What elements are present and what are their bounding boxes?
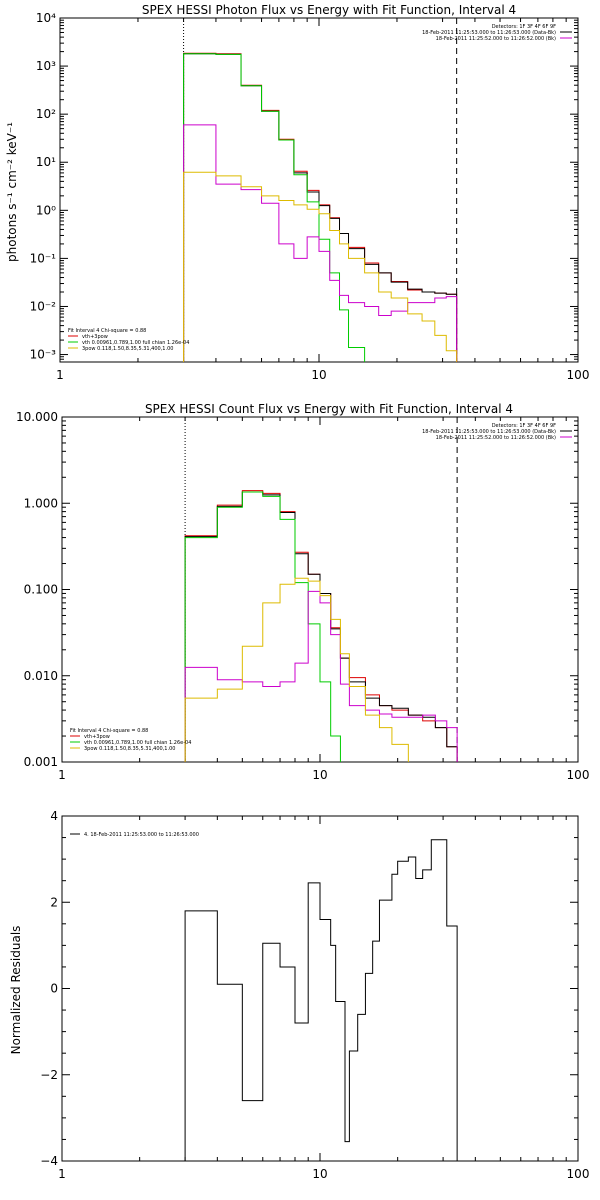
series-line xyxy=(184,577,409,762)
legend-entry: 18-Feb-2011 11:25:53.000 to 11:26:53.000… xyxy=(422,429,556,435)
x-tick-label: 10 xyxy=(312,1167,327,1181)
y-tick-label: 0 xyxy=(50,982,58,996)
y-tick-label: 10.000 xyxy=(16,410,58,424)
legend-entry: 3pow 0.118,1.50,8.35,5.31,400,1.00 xyxy=(84,746,175,752)
legend-entry: vth+3pow xyxy=(84,734,110,740)
y-axis-label: Normalized Residuals xyxy=(9,926,23,1055)
y-tick-label: 2 xyxy=(50,895,58,909)
axes-frame xyxy=(61,815,579,1162)
legend-entry: 3pow 0.118,1.50,8.35,5.31,400,1.00 xyxy=(82,346,173,352)
y-tick-label: 4 xyxy=(50,809,58,823)
y-tick-label: 10⁻³ xyxy=(30,348,57,362)
x-tick-label: 10 xyxy=(311,368,326,382)
series-line xyxy=(183,53,366,362)
y-tick-label: −2 xyxy=(40,1068,58,1082)
photon-flux-panel: SPEX HESSI Photon Flux vs Energy with Fi… xyxy=(5,3,590,382)
legend-entry: vth 0.00961,0.789,1.00 full chian 1.26e-… xyxy=(84,740,191,746)
legend-entry: Fit Interval 4 Chi-square = 0.88 xyxy=(68,328,146,334)
x-tick-label: 100 xyxy=(567,368,590,382)
series-line xyxy=(184,491,341,762)
x-tick-label: 100 xyxy=(567,1167,590,1181)
x-tick-label: 10 xyxy=(312,768,327,782)
plot-area: 1 10 100 0.001 0.010 0.100 1.000 10.000 Detector… xyxy=(16,410,590,782)
legend-entry: Fit Interval 4 Chi-square = 0.88 xyxy=(70,728,148,734)
y-tick-label: 10⁴ xyxy=(36,11,56,25)
y-tick-label: −4 xyxy=(40,1154,58,1168)
y-tick-label: 0.010 xyxy=(24,669,58,683)
y-tick-label: 10⁻¹ xyxy=(30,251,57,265)
count-flux-panel: SPEX HESSI Count Flux vs Energy with Fit… xyxy=(16,402,590,782)
series-line xyxy=(183,124,458,362)
panel-title: SPEX HESSI Photon Flux vs Energy with Fi… xyxy=(142,3,516,17)
series-line xyxy=(183,171,458,362)
y-tick-label: 0.100 xyxy=(24,583,58,597)
y-tick-label: 10² xyxy=(36,107,56,121)
x-tick-label: 1 xyxy=(58,1167,66,1181)
series-line xyxy=(183,53,458,362)
legend-entry: 4. 18-Feb-2011 11:25:53.000 to 11:26:53.… xyxy=(84,832,199,838)
y-tick-label: 1.000 xyxy=(24,496,58,510)
y-axis-label: photons s⁻¹ cm⁻² keV⁻¹ xyxy=(5,122,19,262)
series-line xyxy=(183,52,458,362)
legend-entry: 18-Feb-2011 11:25:53.000 to 11:26:53.000… xyxy=(422,30,556,36)
x-tick-label: 1 xyxy=(56,368,64,382)
legend-entry: 18-Feb-2011 11:25:52.000 to 11:26:52.000… xyxy=(436,36,556,42)
legend-entry: Detectors: 1F 3F 4F 6F 9F xyxy=(492,423,556,429)
plot-area: 1 10 100 10⁻³ 10⁻² 10⁻¹ 10⁰ 10¹ 10² 10³ 10⁴ Detecto… xyxy=(30,11,590,382)
y-tick-label: 10⁰ xyxy=(36,203,56,217)
y-tick-label: 10¹ xyxy=(36,155,56,169)
panel-title: SPEX HESSI Count Flux vs Energy with Fit… xyxy=(145,402,513,416)
series-line xyxy=(184,490,458,762)
plot-area: 1 10 100 −4 −2 0 2 4 4. 18-Feb-2011 11:25:53.000… xyxy=(40,809,590,1181)
series-line xyxy=(184,491,458,762)
y-tick-label: 0.001 xyxy=(24,755,58,769)
legend-entry: Detectors: 1F 3F 4F 6F 9F xyxy=(492,24,556,30)
x-tick-label: 100 xyxy=(567,768,590,782)
series-line xyxy=(184,839,458,1161)
legend-entry: vth+3pow xyxy=(82,334,108,340)
legend-entry: 18-Feb-2011 11:25:52.000 to 11:26:52.000… xyxy=(436,435,556,441)
y-tick-label: 10³ xyxy=(36,59,56,73)
legend-entry: vth 0.00961,0.789,1.00 full chian 1.26e-… xyxy=(82,340,189,346)
y-tick-label: 10⁻² xyxy=(30,299,57,313)
x-tick-label: 1 xyxy=(58,768,66,782)
residuals-panel: Normalized Residuals 1 10 100 −4 −2 0 2 4 4. 18-… xyxy=(9,809,590,1181)
